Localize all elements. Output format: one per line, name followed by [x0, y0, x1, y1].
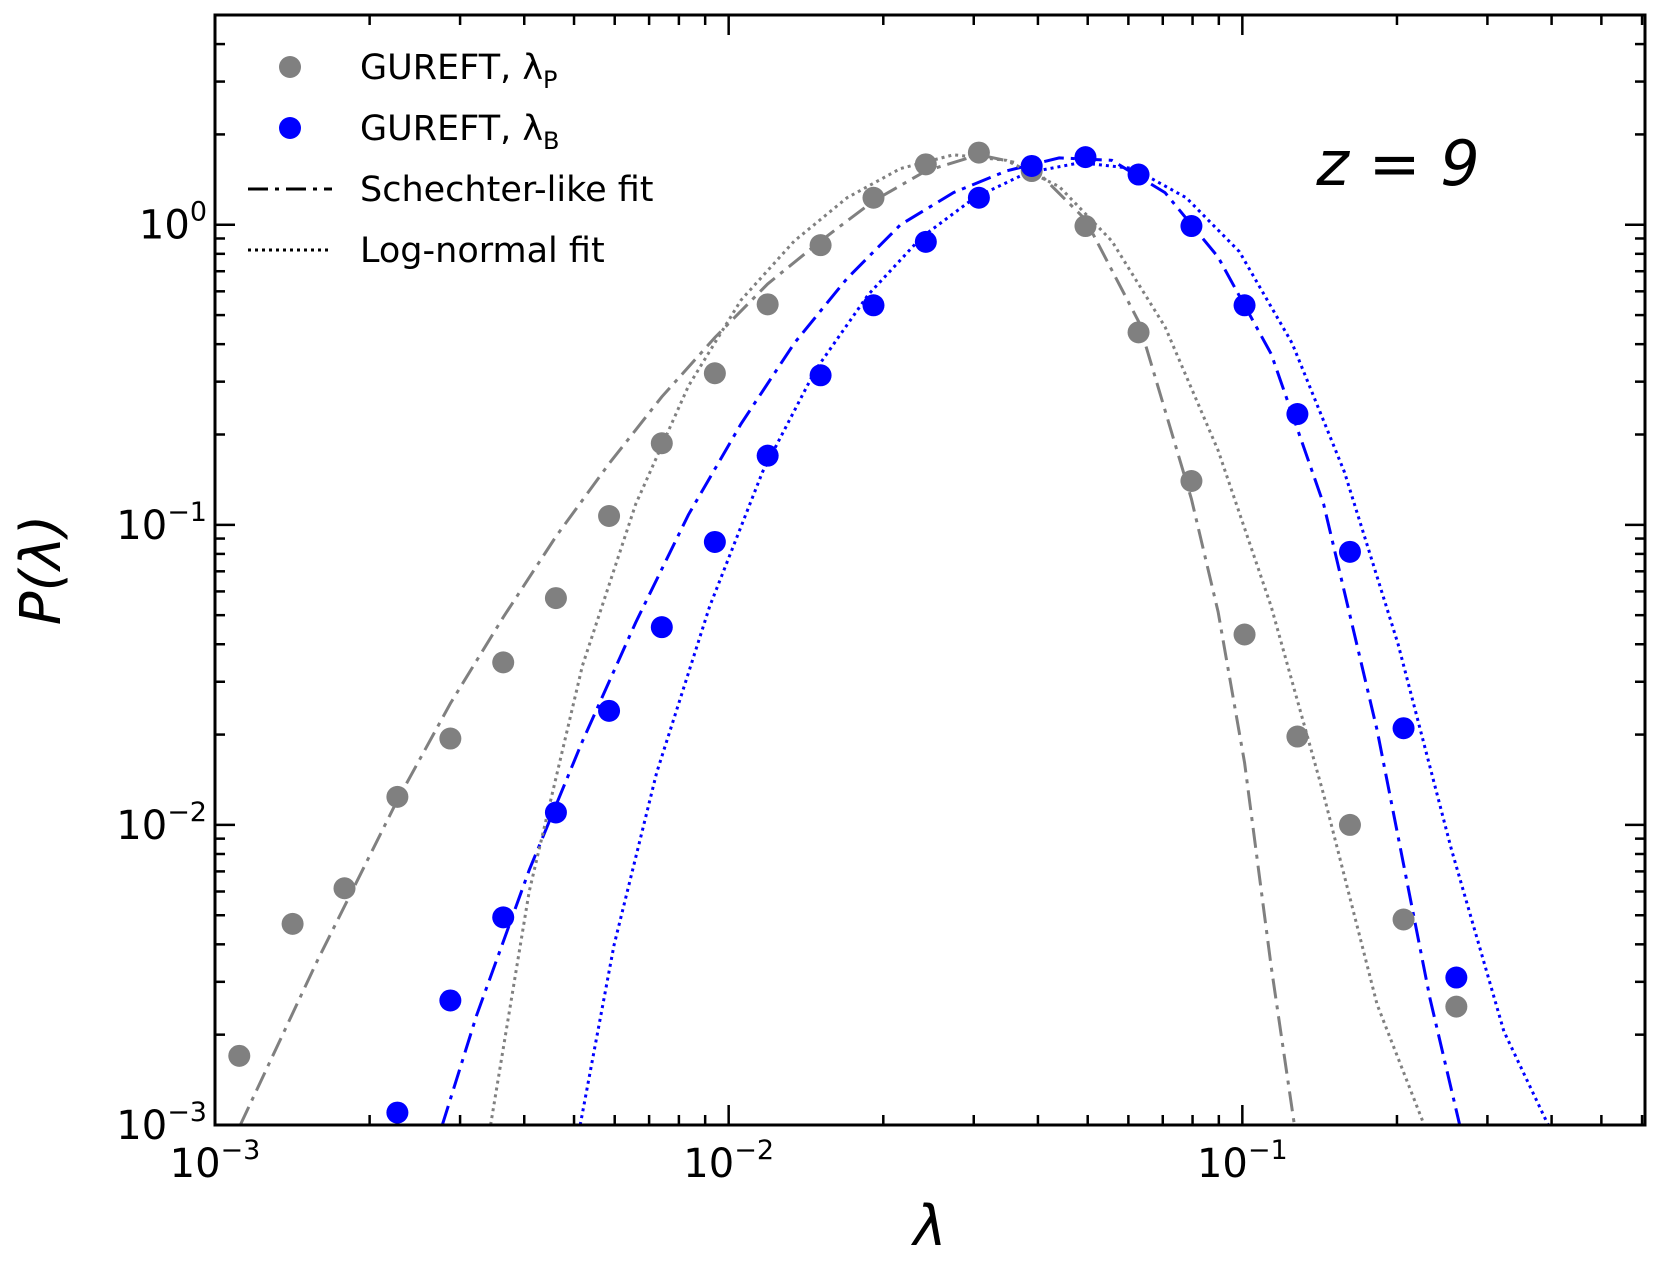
data-point	[333, 877, 356, 900]
y-tick-label: 100	[139, 197, 207, 249]
data-point	[1286, 403, 1309, 426]
data-point	[1020, 154, 1043, 177]
tick-base: 10	[139, 203, 190, 249]
tick-base: 10	[170, 1141, 221, 1187]
tick-exponent: 0	[190, 197, 207, 228]
tick-exponent: −1	[1248, 1135, 1288, 1166]
tick-base: 10	[116, 803, 167, 849]
data-point	[386, 785, 409, 808]
data-point	[1233, 623, 1256, 646]
data-point	[492, 906, 515, 929]
legend-subscript: P	[543, 66, 557, 94]
tick-exponent: −3	[221, 1135, 261, 1166]
y-tick-label: 10−2	[116, 797, 207, 849]
data-point	[967, 141, 990, 164]
legend-label: Log-normal fit	[360, 231, 605, 271]
data-point	[1338, 540, 1361, 563]
data-point	[1180, 469, 1203, 492]
data-point	[386, 1101, 409, 1124]
data-point	[439, 727, 462, 750]
data-point	[914, 230, 937, 253]
data-point	[598, 505, 621, 528]
data-point	[862, 294, 885, 317]
data-point	[1445, 966, 1468, 989]
legend-name: GUREFT, λ	[360, 48, 543, 88]
x-axis-label: λ	[910, 1194, 946, 1259]
y-tick-label: 10−3	[116, 1097, 207, 1149]
data-point	[1127, 321, 1150, 344]
fit-curve	[489, 153, 1426, 1125]
data-point	[1392, 717, 1415, 740]
legend-marker	[279, 117, 301, 139]
tick-base: 10	[1197, 1141, 1248, 1187]
y-tick-label: 10−1	[116, 497, 207, 549]
data-point	[1445, 995, 1468, 1018]
data-point	[281, 912, 304, 935]
tick-base: 10	[116, 1103, 167, 1149]
data-point	[967, 186, 990, 209]
plot-frame	[213, 13, 1647, 1127]
tick-exponent: −1	[167, 497, 207, 528]
data-point	[1074, 215, 1097, 238]
x-tick-label: 10−1	[1197, 1135, 1288, 1187]
legend-label: GUREFT, λB	[360, 109, 560, 155]
legend-label: GUREFT, λP	[360, 48, 558, 94]
data-point	[809, 234, 832, 257]
data-point	[1286, 725, 1309, 748]
data-point	[809, 364, 832, 387]
tick-exponent: −2	[167, 797, 207, 828]
data-point	[914, 153, 937, 176]
data-point	[1338, 813, 1361, 836]
data-point	[650, 432, 673, 455]
data-point	[862, 186, 885, 209]
legend-name: GUREFT, λ	[360, 109, 543, 149]
legend-marker	[279, 56, 301, 78]
data-point	[439, 989, 462, 1012]
y-axis-label: P(λ)	[9, 515, 74, 626]
tick-exponent: −3	[167, 1097, 207, 1128]
fit-curve	[440, 156, 1462, 1125]
tick-base: 10	[116, 503, 167, 549]
data-point	[1392, 908, 1415, 931]
data-point	[756, 293, 779, 316]
data-point	[1180, 215, 1203, 238]
tick-base: 10	[683, 1141, 734, 1187]
x-tick-label: 10−3	[170, 1135, 261, 1187]
data-point	[756, 444, 779, 467]
data-point	[228, 1044, 251, 1067]
data-point	[492, 651, 515, 674]
data-point	[703, 362, 726, 385]
annotation: z = 9	[1315, 127, 1479, 200]
data-point	[1127, 163, 1150, 186]
data-point	[1074, 146, 1097, 169]
data-point	[544, 801, 567, 824]
data-point	[650, 616, 673, 639]
data-point	[598, 699, 621, 722]
x-tick-label: 10−2	[683, 1135, 774, 1187]
data-point	[703, 530, 726, 553]
fit-curve	[238, 153, 1296, 1125]
data-point	[1233, 294, 1256, 317]
legend-label: Schechter-like fit	[360, 170, 654, 210]
legend-subscript: B	[543, 127, 559, 155]
tick-exponent: −2	[734, 1135, 774, 1166]
data-point	[544, 587, 567, 610]
